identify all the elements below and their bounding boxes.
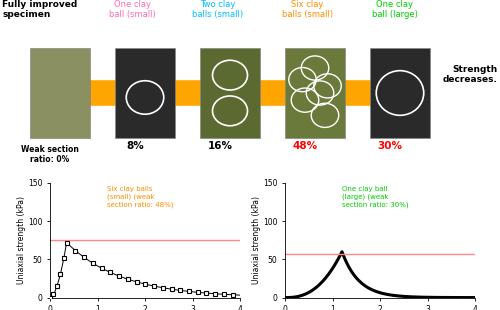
Text: Fully improved
specimen: Fully improved specimen	[2, 0, 78, 20]
Text: Six clay balls
(small) (weak
section ratio: 48%): Six clay balls (small) (weak section rat…	[107, 186, 174, 208]
Text: 8%: 8%	[126, 141, 144, 151]
Text: 30%: 30%	[378, 141, 402, 151]
Text: 48%: 48%	[292, 141, 318, 151]
Text: Two clay
balls (small): Two clay balls (small)	[192, 0, 243, 20]
Bar	[370, 48, 430, 138]
Y-axis label: Uniaxial strength (kPa): Uniaxial strength (kPa)	[252, 196, 262, 284]
Bar	[30, 48, 90, 138]
Text: One clay
ball (small): One clay ball (small)	[109, 0, 156, 20]
Text: Weak section
ratio: 0%: Weak section ratio: 0%	[21, 145, 79, 165]
Bar	[200, 48, 260, 138]
Text: 16%: 16%	[208, 141, 233, 151]
Y-axis label: Uniaxial strength (kPa): Uniaxial strength (kPa)	[18, 196, 26, 284]
Text: Strength
decreases.: Strength decreases.	[442, 65, 498, 85]
FancyArrow shape	[70, 74, 430, 112]
Bar	[115, 48, 175, 138]
Text: One clay
ball (large): One clay ball (large)	[372, 0, 418, 20]
Text: One clay ball
(large) (weak
section ratio: 30%): One clay ball (large) (weak section rati…	[342, 186, 408, 208]
Text: Six clay
balls (small): Six clay balls (small)	[282, 0, 333, 20]
Bar	[285, 48, 345, 138]
